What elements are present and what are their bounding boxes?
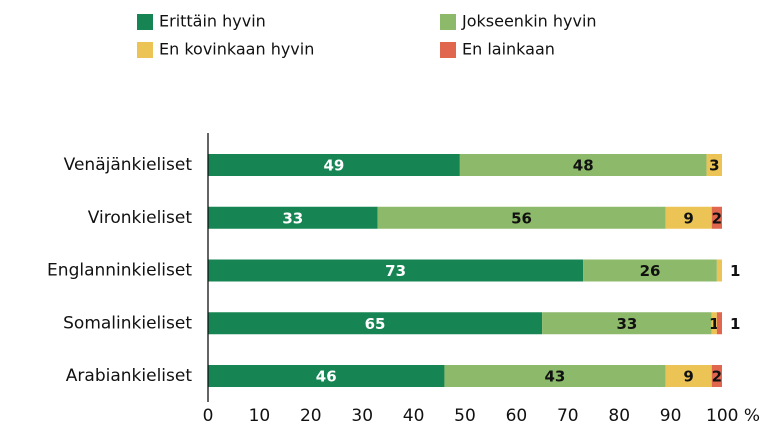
bar-segment [377, 206, 666, 229]
legend-label: Jokseenkin hyvin [461, 12, 597, 31]
bar-segment [716, 259, 722, 282]
bar-segment [711, 206, 722, 229]
data-label: 9 [683, 368, 693, 386]
category-label: Englanninkieliset [47, 261, 192, 281]
bar-segment [583, 259, 717, 282]
data-label: 26 [640, 262, 661, 280]
bar-segment [542, 312, 712, 335]
x-tick-label: 10 [249, 406, 271, 426]
data-label: 33 [282, 209, 303, 227]
category-label: Venäjänkieliset [64, 155, 193, 175]
x-tick-label: 90 [660, 406, 682, 426]
category-label: Somalinkieliset [63, 313, 192, 333]
data-label: 2 [712, 368, 722, 386]
bar-segment [665, 206, 712, 229]
legend-swatch [137, 42, 153, 58]
x-tick-label: 100 % [706, 406, 760, 426]
legend-label: Erittäin hyvin [159, 12, 266, 31]
bar-segment [716, 312, 722, 335]
legend-swatch [137, 14, 153, 30]
x-tick-label: 50 [454, 406, 476, 426]
x-tick-label: 20 [300, 406, 322, 426]
bar-segment [711, 365, 722, 387]
bar-segment [208, 206, 378, 229]
bar-segment [665, 365, 712, 387]
x-tick-label: 30 [351, 406, 373, 426]
data-label: 9 [683, 209, 693, 227]
legend-swatch [440, 42, 456, 58]
legend-label: En kovinkaan hyvin [159, 40, 314, 59]
data-label: 49 [323, 157, 344, 175]
bar-segment [208, 365, 445, 387]
category-label: Vironkieliset [88, 208, 193, 228]
data-label: 43 [545, 368, 566, 386]
bar-segment [706, 154, 722, 176]
bar-segment [208, 259, 584, 282]
x-tick-label: 40 [403, 406, 425, 426]
data-label: 1 [730, 315, 740, 333]
bar-segment [208, 312, 543, 335]
data-label: 48 [573, 157, 594, 175]
bar-segment [208, 154, 460, 176]
legend-swatch [440, 14, 456, 30]
x-tick-label: 70 [557, 406, 579, 426]
x-tick-label: 80 [608, 406, 630, 426]
bar-segment [459, 154, 707, 176]
data-label: 1 [709, 315, 719, 333]
x-tick-label: 0 [203, 406, 214, 426]
bar-segment [444, 365, 666, 387]
data-label: 73 [385, 262, 406, 280]
legend-label: En lainkaan [462, 40, 555, 59]
data-label: 3 [709, 157, 719, 175]
data-label: 33 [616, 315, 637, 333]
x-tick-label: 60 [506, 406, 528, 426]
bar-segment [711, 312, 717, 335]
data-label: 2 [712, 209, 722, 227]
data-label: 56 [511, 209, 532, 227]
category-label: Arabiankieliset [66, 366, 193, 386]
data-label: 1 [730, 262, 740, 280]
data-label: 65 [365, 315, 386, 333]
data-label: 46 [316, 368, 337, 386]
